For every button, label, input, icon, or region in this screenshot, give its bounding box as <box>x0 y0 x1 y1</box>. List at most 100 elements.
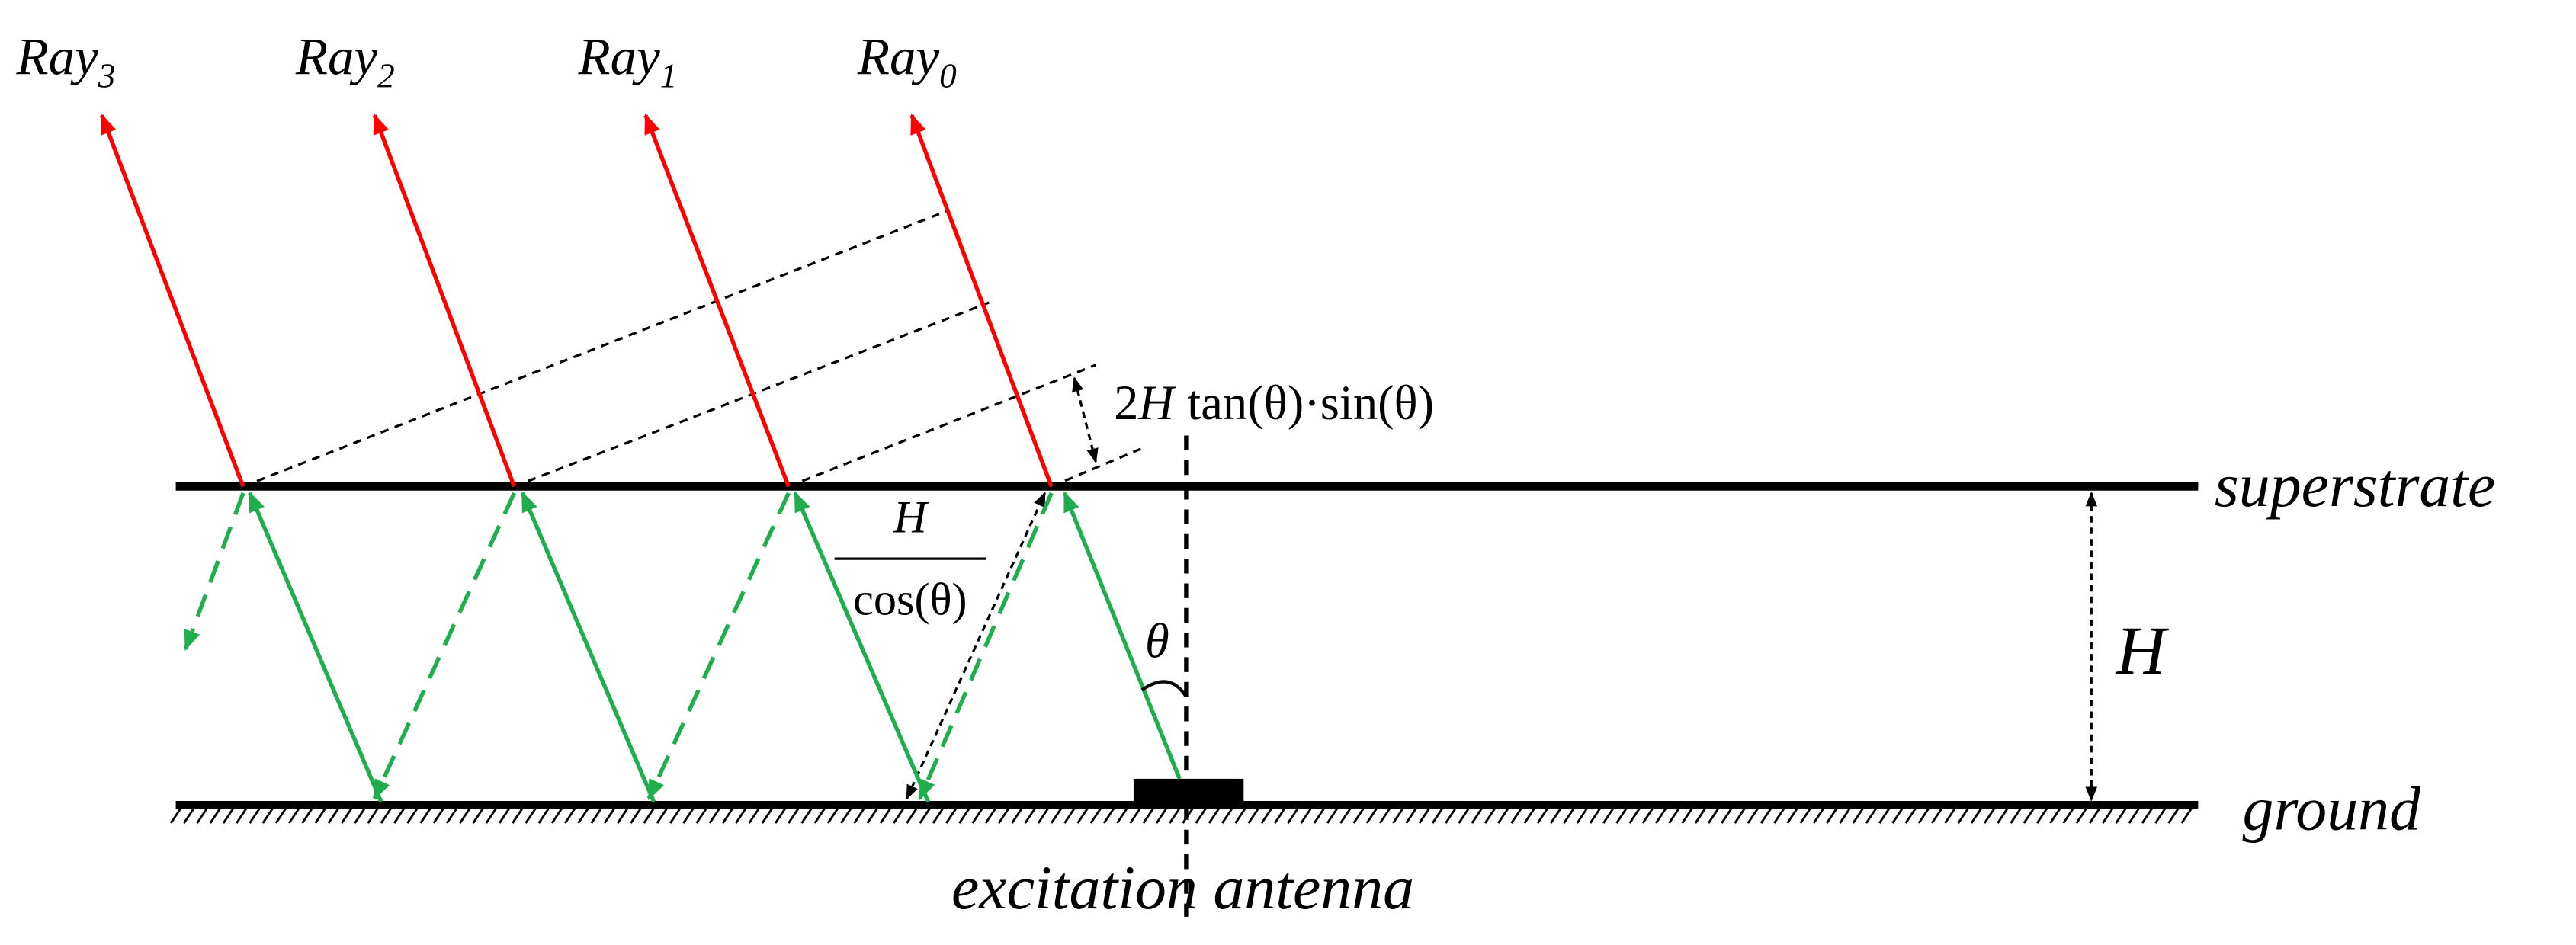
hatch-mark <box>1786 807 1798 824</box>
hatch-mark <box>1734 807 1746 824</box>
antenna <box>1133 778 1244 806</box>
hatch-mark <box>1536 807 1549 824</box>
hatch-mark <box>1523 807 1535 824</box>
hatch-mark <box>932 807 945 824</box>
hatch-mark <box>1418 807 1430 824</box>
hatch-mark <box>1747 807 1759 824</box>
hatch-mark <box>643 807 655 824</box>
hatch-mark <box>1392 807 1404 824</box>
hatch-mark <box>1287 807 1299 824</box>
hatch-mark <box>1628 807 1641 824</box>
hatch-mark <box>1970 807 1983 824</box>
hatch-mark <box>183 807 195 824</box>
hatch-mark <box>288 807 300 824</box>
hatch-mark <box>1655 807 1667 824</box>
hatch-mark <box>1550 807 1562 824</box>
hatch-mark <box>261 807 274 824</box>
hatch-mark <box>1431 807 1444 824</box>
hatch-mark <box>512 807 524 824</box>
hatch-mark <box>196 807 208 824</box>
ray-label: Ray0 <box>857 27 957 94</box>
hatch-mark <box>1852 807 1864 824</box>
hatch-mark <box>1773 807 1785 824</box>
hatch-mark <box>906 807 918 824</box>
ray-label: Ray3 <box>16 27 116 94</box>
hatch-mark <box>722 807 734 824</box>
hatch-mark <box>249 807 261 824</box>
hatch-mark <box>1563 807 1575 824</box>
hatch-mark <box>2023 807 2035 824</box>
hatch-mark <box>1037 807 1050 824</box>
offset-formula: 2H tan(θ)·sin(θ) <box>1114 375 1434 430</box>
hatch-mark <box>327 807 340 824</box>
hatch-mark <box>1352 807 1365 824</box>
hatch-mark <box>1339 807 1352 824</box>
hatch-mark <box>971 807 983 824</box>
hatch-mark <box>525 807 537 824</box>
red-rays <box>100 113 1054 488</box>
hatch-mark <box>1510 807 1522 824</box>
hatch-mark <box>485 807 497 824</box>
hatch-mark <box>984 807 997 824</box>
hatch-mark <box>2075 807 2087 824</box>
hatch-mark <box>222 807 235 824</box>
hatch-mark <box>1865 807 1878 824</box>
hatch-mark <box>1195 807 1207 824</box>
hatch-mark <box>1471 807 1483 824</box>
green-up-rays <box>248 491 1182 803</box>
hatch-mark <box>472 807 484 824</box>
hatch-mark <box>945 807 958 824</box>
path-denominator: cos(θ) <box>853 574 967 625</box>
hatch-mark <box>1051 807 1063 824</box>
wavefront-lines <box>242 209 1146 488</box>
hatch-mark <box>1458 807 1470 824</box>
hatch-mark <box>893 807 905 824</box>
green-down-rays <box>183 492 1054 801</box>
hatch-mark <box>853 807 865 824</box>
hatch-mark <box>788 807 800 824</box>
hatch-mark <box>774 807 787 824</box>
ray-label: Ray2 <box>295 27 395 94</box>
hatch-mark <box>1379 807 1391 824</box>
hatch-mark <box>919 807 931 824</box>
hatch-mark <box>1234 807 1246 824</box>
hatch-mark <box>2102 807 2114 824</box>
hatch-mark <box>2141 807 2154 824</box>
hatch-mark <box>1129 807 1141 824</box>
hatch-mark <box>2062 807 2074 824</box>
hatch-mark <box>498 807 511 824</box>
hatch-mark <box>590 807 602 824</box>
hatch-mark <box>1812 807 1825 824</box>
path-numerator: H <box>893 492 929 543</box>
hatch-mark <box>1142 807 1154 824</box>
hatch-mark <box>209 807 221 824</box>
angle-label: θ <box>1145 613 1169 668</box>
hatch-mark <box>1102 807 1115 824</box>
hatch-mark <box>1668 807 1680 824</box>
hatch-mark <box>1169 807 1181 824</box>
hatch-mark <box>2115 807 2127 824</box>
hatch-mark <box>1063 807 1076 824</box>
hatch-mark <box>2128 807 2140 824</box>
hatch-mark <box>2180 807 2193 824</box>
hatch-mark <box>1445 807 1457 824</box>
hatch-mark <box>1681 807 1693 824</box>
hatch-mark <box>1274 807 1286 824</box>
hatch-mark <box>564 807 576 824</box>
ground-label: ground <box>2243 774 2422 844</box>
hatch-mark <box>1221 807 1233 824</box>
hatch-mark <box>393 807 406 824</box>
hatch-mark <box>1917 807 1930 824</box>
hatch-mark <box>840 807 852 824</box>
hatch-mark <box>2154 807 2167 824</box>
hatch-mark <box>1641 807 1654 824</box>
hatch-mark <box>761 807 774 824</box>
hatch-mark <box>1405 807 1417 824</box>
hatch-mark <box>630 807 642 824</box>
ray-label: Ray1 <box>578 27 678 94</box>
hatch-mark <box>236 807 248 824</box>
hatch-mark <box>1247 807 1259 824</box>
hatch-mark <box>1957 807 1969 824</box>
hatch-mark <box>1904 807 1917 824</box>
